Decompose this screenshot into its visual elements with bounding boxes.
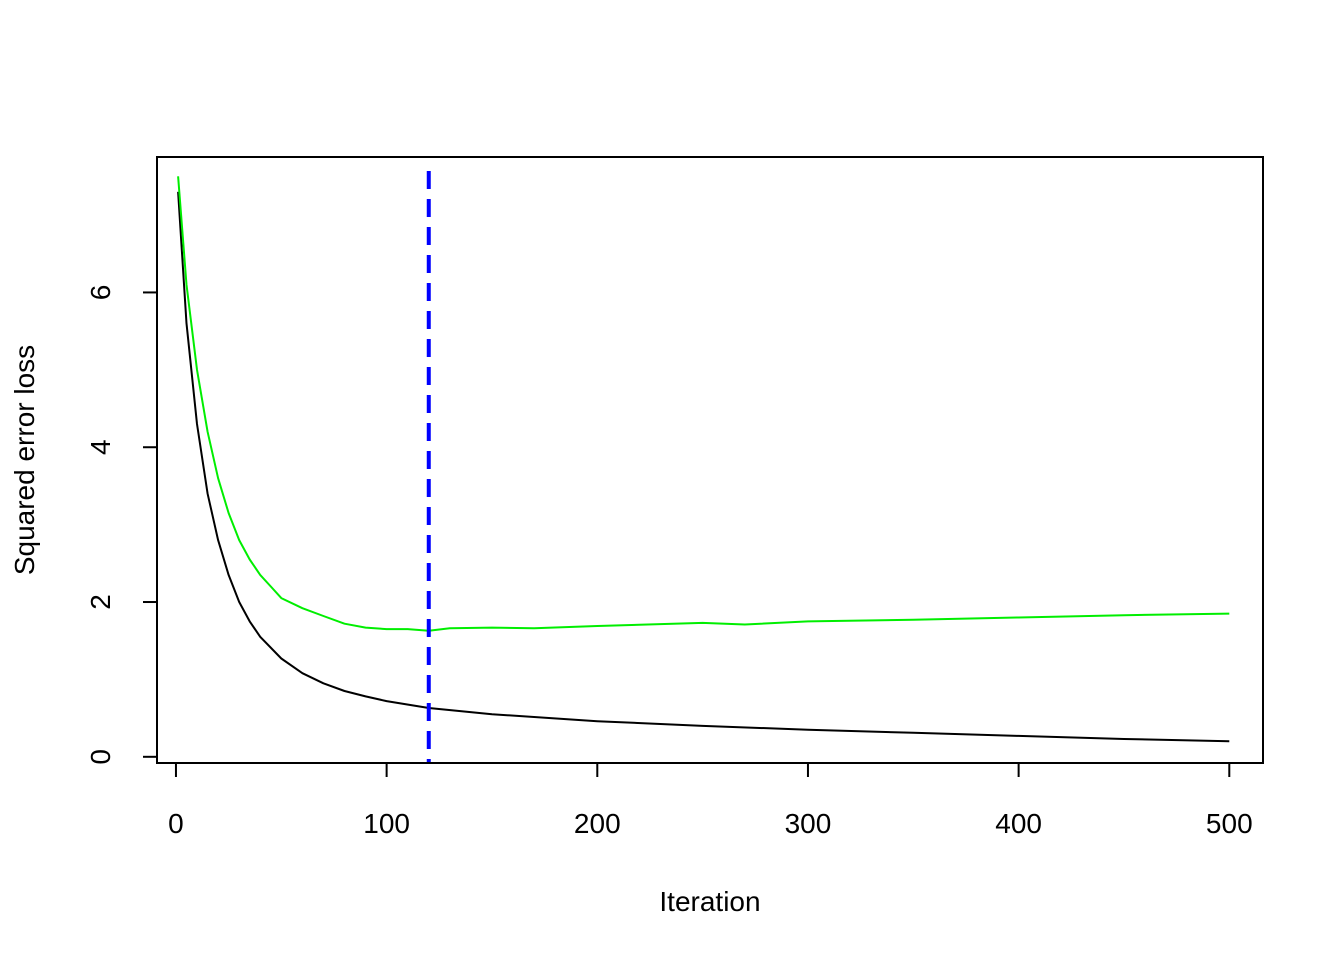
y-axis: 0 2 4 6 — [85, 285, 158, 765]
x-tick-label-500: 500 — [1206, 808, 1253, 839]
plot-area — [177, 171, 1230, 763]
series-line-1 — [177, 191, 1230, 743]
x-axis-label: Iteration — [659, 886, 760, 917]
x-tick-label-200: 200 — [574, 808, 621, 839]
series-line-2 — [177, 176, 1230, 632]
y-tick-label-4: 4 — [85, 439, 116, 455]
plot-frame — [156, 156, 1264, 764]
x-tick-label-400: 400 — [995, 808, 1042, 839]
x-axis: 0 100 200 300 400 500 — [168, 762, 1253, 839]
x-tick-label-300: 300 — [785, 808, 832, 839]
x-tick-label-0: 0 — [168, 808, 184, 839]
y-tick-label-6: 6 — [85, 285, 116, 301]
x-tick-label-100: 100 — [363, 808, 410, 839]
y-tick-label-0: 0 — [85, 749, 116, 765]
y-tick-label-2: 2 — [85, 594, 116, 610]
y-axis-label: Squared error loss — [9, 345, 40, 575]
